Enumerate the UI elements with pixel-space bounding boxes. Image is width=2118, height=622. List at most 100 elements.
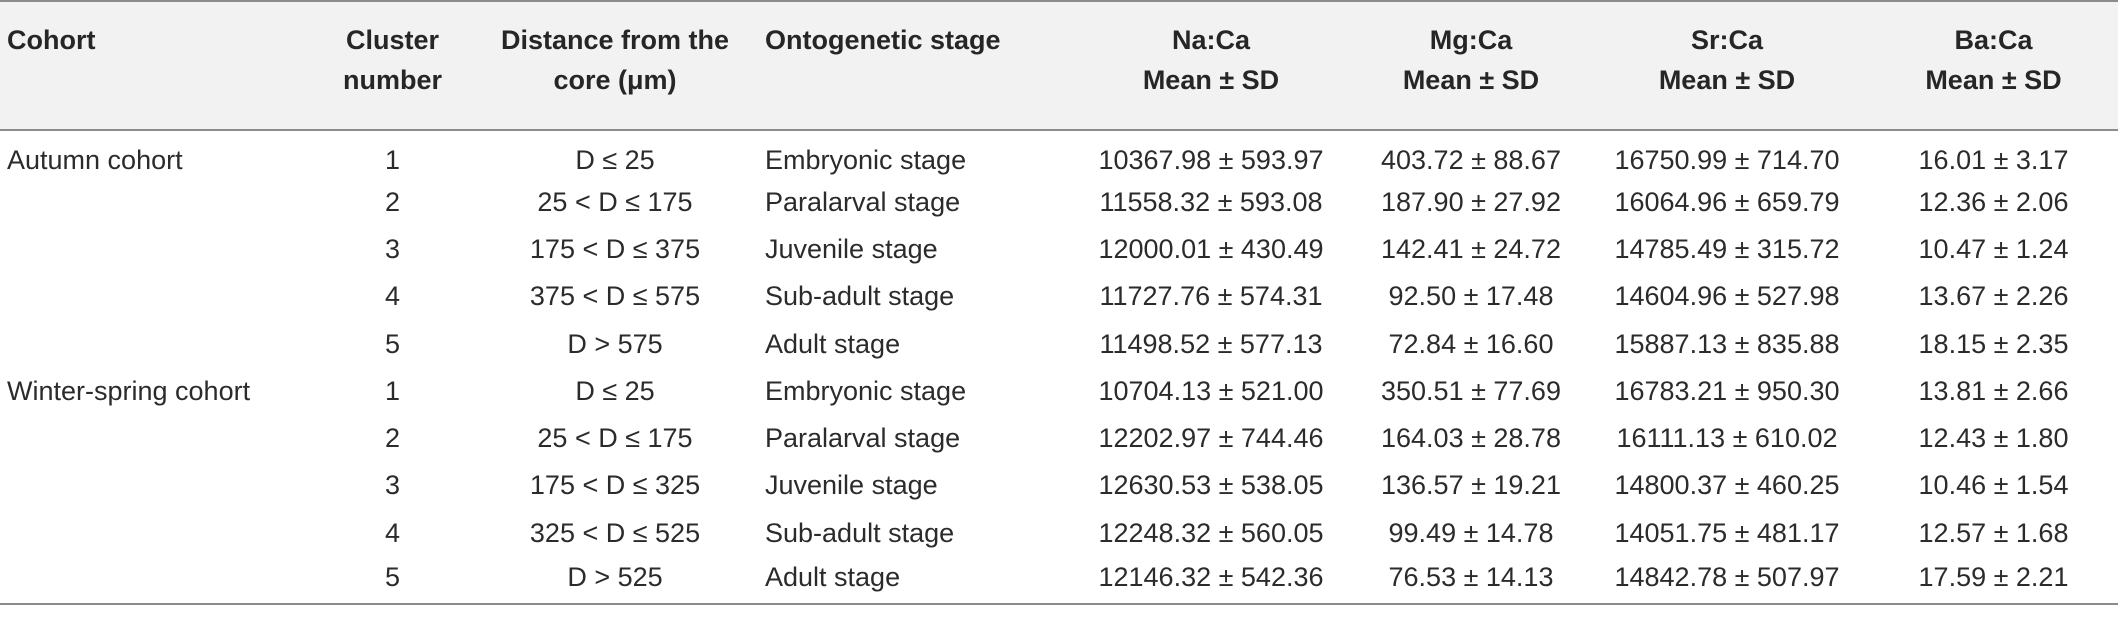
cell-distance: D ≤ 25 xyxy=(575,375,655,406)
header-distance-line-2: core (μm) xyxy=(553,65,677,95)
cell-cohort xyxy=(0,225,320,272)
cell-mg-ca: 187.90 ± 27.92 xyxy=(1381,186,1561,217)
cell-mg-ca: 136.57 ± 19.21 xyxy=(1381,470,1561,501)
cell-cluster: 1 xyxy=(384,145,401,175)
cell-cohort: Winter-spring cohort xyxy=(7,375,251,406)
header-mg-line-1: Mg:Ca xyxy=(1429,25,1513,55)
cell-na-ca: 10367.98 ± 593.97 xyxy=(1098,145,1324,175)
cell-cluster: 5 xyxy=(384,328,401,359)
cell-cohort xyxy=(0,414,320,461)
cell-cluster: 2 xyxy=(384,186,401,217)
table-row: 5 D > 525 Adult stage 12146.32 ± 542.36 … xyxy=(0,556,2118,605)
header-row: Cohort Cluster number Distance from the … xyxy=(0,1,2118,130)
cell-mg-ca: 403.72 ± 88.67 xyxy=(1381,145,1561,175)
cell-cluster: 3 xyxy=(384,470,401,501)
cell-mg-ca: 76.53 ± 14.13 xyxy=(1357,556,1585,605)
cell-sr-ca: 14800.37 ± 460.25 xyxy=(1614,470,1840,501)
cell-sr-ca: 16111.13 ± 610.02 xyxy=(1616,423,1838,454)
element-ratio-table: Cohort Cluster number Distance from the … xyxy=(0,1,2118,605)
table-header: Cohort Cluster number Distance from the … xyxy=(0,1,2118,130)
cell-cohort xyxy=(0,509,320,556)
header-sr-line-1: Sr:Ca xyxy=(1690,25,1764,55)
cell-cohort xyxy=(0,320,320,367)
cell-ba-ca: 13.81 ± 2.66 xyxy=(1918,375,2069,406)
cell-na-ca: 10704.13 ± 521.00 xyxy=(1098,375,1324,406)
cell-cluster: 2 xyxy=(384,423,401,454)
table-row: 4 375 < D ≤ 575 Sub-adult stage 11727.76… xyxy=(0,273,2118,320)
cell-distance: D > 525 xyxy=(465,556,765,605)
cell-distance: 325 < D ≤ 525 xyxy=(529,517,701,548)
cell-sr-ca: 16750.99 ± 714.70 xyxy=(1614,145,1840,175)
cell-na-ca: 12146.32 ± 542.36 xyxy=(1065,556,1357,605)
cell-distance: 25 < D ≤ 175 xyxy=(537,186,693,217)
cell-ba-ca: 10.47 ± 1.24 xyxy=(1918,233,2069,264)
cell-stage: Embryonic stage xyxy=(765,145,967,175)
cell-sr-ca: 14842.78 ± 507.97 xyxy=(1585,556,1869,605)
header-ba-line-2: Mean ± SD xyxy=(1925,65,2062,95)
cell-mg-ca: 350.51 ± 77.69 xyxy=(1381,375,1561,406)
header-mg-line-2: Mean ± SD xyxy=(1402,65,1540,95)
cell-ba-ca: 13.67 ± 2.26 xyxy=(1918,281,2069,312)
cell-ba-ca: 17.59 ± 2.21 xyxy=(1869,556,2118,605)
cell-sr-ca: 14604.96 ± 527.98 xyxy=(1614,281,1840,312)
cell-stage: Adult stage xyxy=(765,328,901,359)
cell-stage: Juvenile stage xyxy=(765,233,938,264)
cell-cluster: 1 xyxy=(384,375,401,406)
header-distance-line-1: Distance from the xyxy=(500,25,730,55)
cell-cohort: Autumn cohort xyxy=(7,145,183,175)
cell-distance: 175 < D ≤ 325 xyxy=(529,470,701,501)
header-sr-line-2: Mean ± SD xyxy=(1658,65,1796,95)
header-na-ca: Na:Ca Mean ± SD xyxy=(1065,1,1357,130)
header-na-line-1: Na:Ca xyxy=(1171,25,1251,55)
table-row: 5 D > 575 Adult stage 11498.52 ± 577.13 … xyxy=(0,320,2118,367)
cell-distance: D > 575 xyxy=(567,328,663,359)
cell-distance: 25 < D ≤ 175 xyxy=(537,423,693,454)
table-row: 3 175 < D ≤ 375 Juvenile stage 12000.01 … xyxy=(0,225,2118,272)
cell-mg-ca: 99.49 ± 14.78 xyxy=(1388,517,1554,548)
cell-distance: 175 < D ≤ 375 xyxy=(529,233,701,264)
cell-distance: 375 < D ≤ 575 xyxy=(529,281,701,312)
cell-mg-ca: 72.84 ± 16.60 xyxy=(1388,328,1554,359)
cell-sr-ca: 16783.21 ± 950.30 xyxy=(1614,375,1840,406)
header-cluster-number: Cluster number xyxy=(320,1,465,130)
cell-stage: Paralarval stage xyxy=(765,186,961,217)
header-stage-label: Ontogenetic stage xyxy=(765,25,1001,55)
header-ba-line-1: Ba:Ca xyxy=(1954,25,2033,55)
table-row: Winter-spring cohort 1 D ≤ 25 Embryonic … xyxy=(0,367,2118,414)
cell-stage: Sub-adult stage xyxy=(765,281,955,312)
cell-cluster: 4 xyxy=(384,517,401,548)
cell-ba-ca: 12.43 ± 1.80 xyxy=(1918,423,2069,454)
header-ontogenetic-stage: Ontogenetic stage xyxy=(765,1,1065,130)
cell-cohort xyxy=(0,273,320,320)
table-row: 2 25 < D ≤ 175 Paralarval stage 11558.32… xyxy=(0,178,2118,225)
cell-stage: Adult stage xyxy=(765,556,1065,605)
cell-na-ca: 12000.01 ± 430.49 xyxy=(1098,233,1324,264)
cell-cohort xyxy=(0,462,320,509)
cell-cohort xyxy=(0,178,320,225)
cell-stage: Embryonic stage xyxy=(765,375,967,406)
cell-sr-ca: 14051.75 ± 481.17 xyxy=(1614,517,1840,548)
cell-cohort xyxy=(0,556,320,605)
header-distance: Distance from the core (μm) xyxy=(465,1,765,130)
cell-stage: Paralarval stage xyxy=(765,423,961,454)
cell-ba-ca: 16.01 ± 3.17 xyxy=(1918,145,2069,175)
cell-na-ca: 12248.32 ± 560.05 xyxy=(1098,517,1324,548)
cell-cluster: 4 xyxy=(384,281,401,312)
cell-mg-ca: 142.41 ± 24.72 xyxy=(1381,233,1561,264)
cell-na-ca: 12202.97 ± 744.46 xyxy=(1098,423,1324,454)
cell-cluster: 3 xyxy=(384,233,401,264)
table-row: 2 25 < D ≤ 175 Paralarval stage 12202.97… xyxy=(0,414,2118,461)
cell-stage: Juvenile stage xyxy=(765,470,938,501)
cell-ba-ca: 12.57 ± 1.68 xyxy=(1918,517,2069,548)
header-cluster-line-1: Cluster xyxy=(345,25,440,55)
cell-na-ca: 11558.32 ± 593.08 xyxy=(1099,186,1323,217)
table-row: 4 325 < D ≤ 525 Sub-adult stage 12248.32… xyxy=(0,509,2118,556)
header-cohort: Cohort xyxy=(0,1,320,130)
table-body: Autumn cohort 1 D ≤ 25 Embryonic stage 1… xyxy=(0,130,2118,605)
cell-ba-ca: 18.15 ± 2.35 xyxy=(1918,328,2069,359)
cell-stage: Sub-adult stage xyxy=(765,517,955,548)
cell-sr-ca: 16064.96 ± 659.79 xyxy=(1614,186,1840,217)
cell-mg-ca: 164.03 ± 28.78 xyxy=(1381,423,1561,454)
table-row: Autumn cohort 1 D ≤ 25 Embryonic stage 1… xyxy=(0,130,2118,178)
